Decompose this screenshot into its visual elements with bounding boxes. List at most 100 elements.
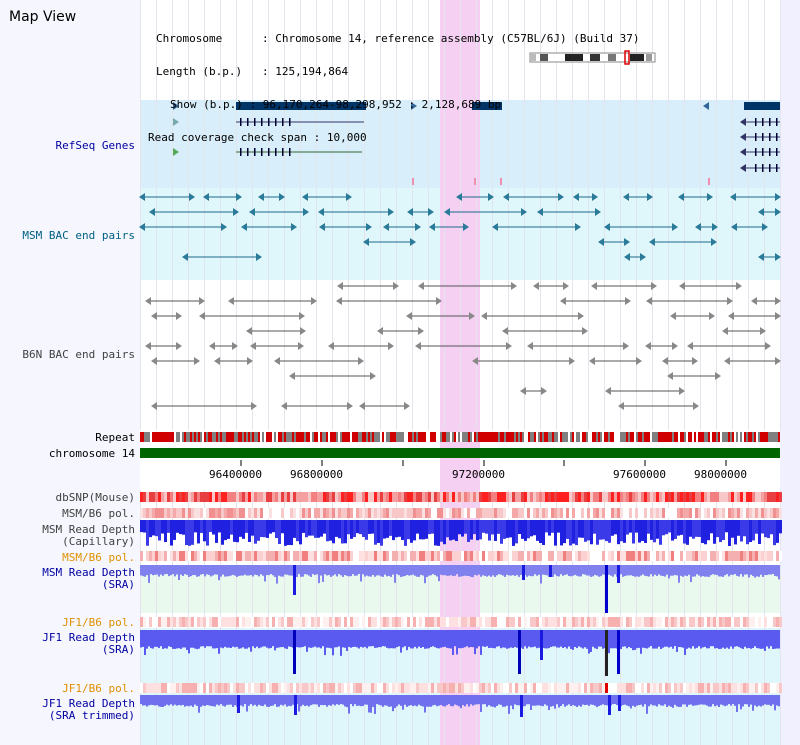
depth-bar	[662, 520, 665, 536]
heat-cell	[740, 492, 743, 502]
heat-cell	[278, 683, 281, 693]
depth-bar	[554, 695, 556, 709]
depth-bar	[716, 630, 718, 649]
depth-bar	[455, 520, 458, 542]
depth-bar	[220, 695, 222, 705]
depth-bar	[438, 695, 440, 706]
depth-bar	[188, 520, 191, 546]
bac-end	[712, 223, 718, 231]
repeat-segment	[734, 432, 736, 442]
depth-bar	[208, 565, 210, 575]
depth-bar	[376, 630, 378, 648]
depth-bar	[750, 695, 752, 705]
heat-cell	[269, 683, 272, 693]
depth-bar	[202, 565, 204, 575]
track-label-msm-depth-capillary[interactable]: MSM Read Depth	[42, 523, 135, 536]
depth-bar	[605, 520, 608, 542]
depth-bar	[204, 565, 206, 577]
heat-cell	[434, 551, 437, 561]
depth-bar	[202, 630, 204, 647]
depth-bar	[692, 520, 695, 539]
depth-bar	[762, 695, 764, 706]
track-label-msm-b6-pol-2[interactable]: MSM/B6 pol.	[62, 551, 135, 564]
heat-cell	[515, 492, 518, 502]
depth-bar	[144, 630, 146, 656]
heat-cell	[299, 683, 302, 693]
track-label-b6n-bac[interactable]: B6N BAC end pairs	[22, 348, 135, 361]
heat-cell	[485, 617, 488, 627]
heat-cell	[539, 617, 542, 627]
depth-bar	[620, 565, 622, 575]
depth-bar	[467, 520, 470, 542]
heat-cell	[386, 492, 389, 502]
heat-cell	[200, 683, 203, 693]
depth-bar	[314, 520, 317, 538]
track-label-dbsnp[interactable]: dbSNP(Mouse)	[55, 491, 135, 504]
depth-bar	[542, 565, 544, 575]
depth-bar	[238, 630, 240, 649]
depth-bar	[696, 565, 698, 575]
depth-bar	[424, 695, 426, 713]
track-label-jf1-depth-sra[interactable]: JF1 Read Depth	[42, 631, 135, 644]
track-label-jf1-depth-trimmed[interactable]: JF1 Read Depth	[42, 697, 135, 710]
depth-bar	[710, 565, 712, 576]
repeat-segment	[736, 432, 738, 442]
repeat-segment	[444, 432, 446, 442]
heat-cell	[677, 551, 680, 561]
track-label-chromosome[interactable]: chromosome 14	[48, 447, 135, 460]
bac-end	[624, 238, 630, 246]
track-label-jf1-b6-pol-2[interactable]: JF1/B6 pol.	[62, 682, 135, 695]
heat-cell	[488, 492, 491, 502]
heat-cell	[302, 492, 305, 502]
heat-cell	[770, 683, 773, 693]
heat-cell	[419, 492, 422, 502]
depth-bar	[677, 520, 680, 536]
depth-bar	[468, 695, 470, 707]
depth-bar	[402, 695, 404, 710]
heat-cell	[179, 551, 182, 561]
depth-bar	[560, 520, 563, 546]
heat-cell	[734, 551, 737, 561]
depth-bar	[312, 565, 314, 575]
heat-cell	[305, 551, 308, 561]
repeat-segment	[566, 432, 568, 442]
heat-cell	[458, 508, 461, 518]
gene-exon	[261, 118, 263, 126]
depth-bar	[422, 630, 424, 648]
depth-bar	[732, 565, 734, 575]
depth-bar	[624, 630, 626, 647]
repeat-segment	[160, 432, 162, 442]
heat-cell	[590, 551, 593, 561]
track-label-msm-bac[interactable]: MSM BAC end pairs	[22, 229, 135, 242]
depth-bar	[192, 695, 194, 707]
depth-bar	[743, 520, 746, 537]
depth-bar	[326, 565, 328, 576]
depth-bar	[653, 520, 656, 543]
track-label-msm-b6-pol-1[interactable]: MSM/B6 pol.	[62, 507, 135, 520]
track-label-repeat[interactable]: Repeat	[95, 431, 135, 444]
heat-cell	[650, 551, 653, 561]
depth-bar	[332, 520, 335, 544]
depth-bar	[272, 630, 274, 647]
depth-bar	[276, 630, 278, 648]
track-label-jf1-b6-pol-1[interactable]: JF1/B6 pol.	[62, 616, 135, 629]
heat-cell	[254, 508, 257, 518]
depth-bar	[215, 520, 218, 543]
depth-bar	[180, 695, 182, 706]
track-label-msm-depth-sra[interactable]: MSM Read Depth	[42, 566, 135, 579]
heat-cell	[701, 492, 704, 502]
depth-bar	[478, 695, 480, 705]
track-label-refseq[interactable]: RefSeq Genes	[55, 139, 135, 152]
heat-cell	[146, 492, 149, 502]
heat-cell	[548, 683, 551, 693]
heat-cell	[284, 551, 287, 561]
depth-bar	[536, 630, 538, 649]
repeat-segment	[712, 432, 714, 442]
heat-cell	[296, 492, 299, 502]
repeat-segment	[144, 432, 146, 442]
heat-cell	[392, 492, 395, 502]
repeat-segment	[596, 432, 598, 442]
depth-bar	[286, 695, 288, 707]
bac-end	[358, 357, 364, 365]
